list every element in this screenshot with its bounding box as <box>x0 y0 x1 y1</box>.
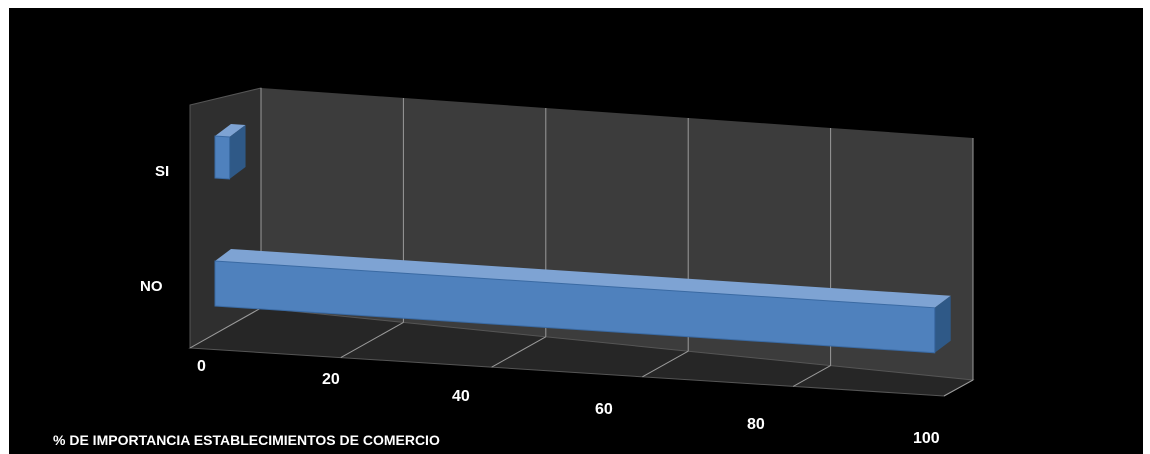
bar-end <box>934 295 951 353</box>
floor-gridline <box>943 379 974 397</box>
bar-chart: SI NO 0 20 40 60 80 100 % DE IMPORTANCIA ESTABL… <box>53 87 975 448</box>
x-tick-label: 60 <box>595 401 613 418</box>
x-tick-label: 100 <box>913 430 940 447</box>
side-wall <box>189 87 262 349</box>
x-tick-label: 80 <box>747 416 765 433</box>
bar-top <box>215 249 951 308</box>
category-label-no: NO <box>140 278 163 295</box>
x-tick-label: 40 <box>452 388 470 405</box>
bar-front <box>214 260 936 354</box>
x-tick-label: 20 <box>322 371 340 388</box>
x-axis-title: % DE IMPORTANCIA ESTABLECIMIENTOS DE COM… <box>53 432 440 448</box>
bar-front <box>214 135 231 180</box>
category-label-si: SI <box>155 163 169 180</box>
bar-end <box>229 124 246 179</box>
chart-area: SI NO 0 20 40 60 80 100 % DE IMPORTANCIA ESTABL… <box>9 8 1143 454</box>
floor-gridline <box>189 307 262 349</box>
x-tick-label: 0 <box>197 358 206 375</box>
floor-gridline <box>792 365 831 387</box>
floor-gridline <box>642 350 689 378</box>
floor-gridline <box>340 321 404 359</box>
bar-si <box>214 124 246 180</box>
bar-no <box>214 249 951 354</box>
floor-gridline <box>491 336 547 368</box>
bar-top <box>215 124 246 137</box>
